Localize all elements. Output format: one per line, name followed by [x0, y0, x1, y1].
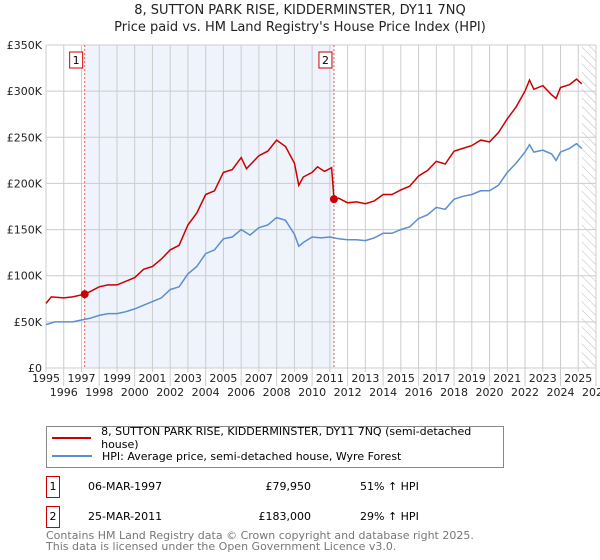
- legend-swatch-blue: [52, 455, 92, 457]
- transaction-badge: 2: [46, 506, 60, 528]
- x-tick-label: 1999: [103, 372, 131, 385]
- y-tick-label: £50K: [14, 316, 43, 329]
- x-tick-label: 2021: [493, 372, 521, 385]
- x-tick-label: 2001: [138, 372, 166, 385]
- transaction-price: £183,000: [258, 510, 312, 523]
- legend-item-hpi: HPI: Average price, semi-detached house,…: [52, 448, 401, 464]
- x-tick-label: 2003: [174, 372, 202, 385]
- x-tick-label: 2017: [422, 372, 450, 385]
- x-tick-label: 2012: [334, 386, 362, 399]
- x-tick-label: 1995: [32, 372, 60, 385]
- property-price-line: [45, 78, 583, 304]
- x-tick-label: 2005: [209, 372, 237, 385]
- footer-line: Contains HM Land Registry data © Crown c…: [46, 529, 474, 542]
- x-tick-label: 2000: [121, 386, 149, 399]
- x-tick-label: 1997: [67, 372, 95, 385]
- x-tick-label: 2026: [582, 386, 600, 399]
- transaction-badge: 1: [46, 476, 60, 498]
- x-tick-label: 2009: [280, 372, 308, 385]
- x-tick-label: 2004: [192, 386, 220, 399]
- y-tick-label: £250K: [7, 131, 43, 144]
- x-tick-label: 2013: [351, 372, 379, 385]
- transaction-row: 2 25-MAR-2011 £183,000 29% ↑ HPI: [46, 506, 546, 528]
- x-tick-label: 2020: [476, 386, 504, 399]
- hpi-line: [45, 142, 583, 326]
- legend-item-property: 8, SUTTON PARK RISE, KIDDERMINSTER, DY11…: [52, 425, 503, 451]
- footer-line: This data is licensed under the Open Gov…: [46, 540, 397, 553]
- legend-swatch-red: [52, 437, 92, 439]
- transaction-hpi: 51% ↑ HPI: [360, 480, 419, 493]
- legend-label: 8, SUTTON PARK RISE, KIDDERMINSTER, DY11…: [101, 425, 472, 451]
- x-tick-label: 1998: [85, 386, 113, 399]
- chart-title: 8, SUTTON PARK RISE, KIDDERMINSTER, DY11…: [134, 3, 466, 18]
- transaction-date: 06-MAR-1997: [88, 480, 163, 493]
- sale-point: [80, 290, 89, 299]
- x-tick-label: 2011: [316, 372, 344, 385]
- x-tick-label: 2002: [156, 386, 184, 399]
- x-tick-label: 2015: [387, 372, 415, 385]
- y-tick-label: £350K: [7, 39, 43, 52]
- sale-marker-box: [318, 51, 333, 69]
- sale-marker-box: [69, 51, 84, 69]
- x-tick-label: 2006: [227, 386, 255, 399]
- future-hatch: [581, 45, 596, 368]
- x-tick-label: 2010: [298, 386, 326, 399]
- x-tick-label: 2025: [564, 372, 592, 385]
- price-chart: 1995199619971998199920002001200220032004…: [7, 39, 600, 399]
- x-tick-label: 2014: [369, 386, 397, 399]
- sale-point: [329, 195, 338, 204]
- footer: Contains HM Land Registry data © Crown c…: [46, 530, 474, 552]
- x-tick-label: 2024: [547, 386, 575, 399]
- sale-marker-label: 2: [322, 54, 329, 67]
- x-tick-label: 2016: [405, 386, 433, 399]
- x-tick-label: 2022: [511, 386, 539, 399]
- legend: 8, SUTTON PARK RISE, KIDDERMINSTER, DY11…: [46, 425, 504, 468]
- shaded-ownership-period: [84, 45, 334, 368]
- x-tick-label: 2008: [263, 386, 291, 399]
- transaction-row: 1 06-MAR-1997 £79,950 51% ↑ HPI: [46, 476, 546, 498]
- sale-marker-label: 1: [73, 54, 80, 67]
- x-tick-label: 2023: [529, 372, 557, 385]
- chart-subtitle: Price paid vs. HM Land Registry's House …: [114, 20, 486, 35]
- y-tick-label: £150K: [7, 224, 43, 237]
- transaction-price: £79,950: [265, 480, 312, 493]
- y-tick-label: £300K: [7, 85, 43, 98]
- x-tick-label: 2019: [458, 372, 486, 385]
- transaction-hpi: 29% ↑ HPI: [360, 510, 419, 523]
- y-tick-label: £100K: [7, 270, 43, 283]
- y-tick-label: £0: [28, 362, 42, 375]
- transaction-date: 25-MAR-2011: [88, 510, 163, 523]
- x-tick-label: 1996: [50, 386, 78, 399]
- y-tick-label: £200K: [7, 177, 43, 190]
- x-tick-label: 2018: [440, 386, 468, 399]
- x-tick-label: 2007: [245, 372, 273, 385]
- legend-label: HPI: Average price, semi-detached house,…: [102, 449, 402, 463]
